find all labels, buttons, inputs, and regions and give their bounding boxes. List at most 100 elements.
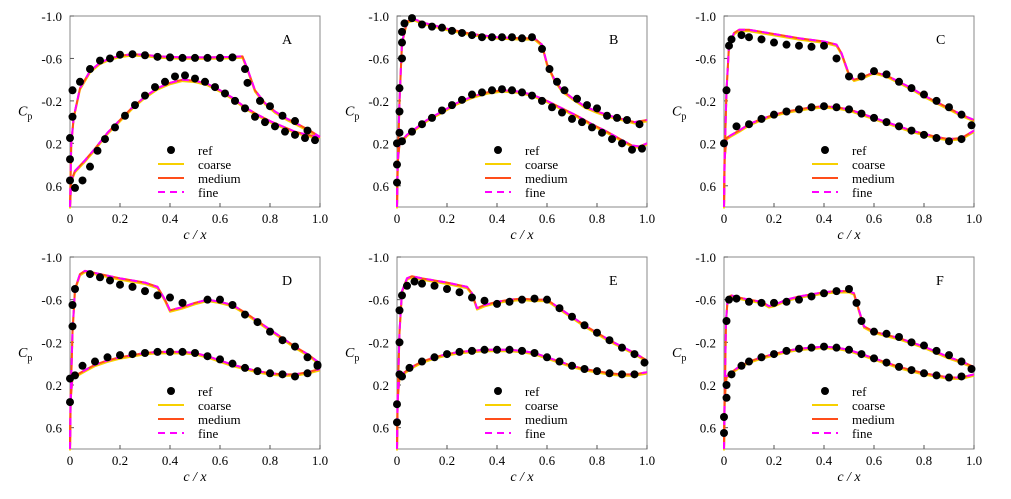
y-axis-label-sub: p: [27, 353, 32, 364]
ref-point: [605, 336, 614, 345]
x-tick-label: 0.4: [489, 211, 506, 226]
ref-point: [895, 77, 903, 86]
ref-point: [832, 287, 841, 296]
ref-point: [593, 104, 601, 113]
ref-point: [141, 287, 149, 296]
ref-point: [393, 178, 401, 187]
ref-point: [882, 70, 891, 79]
ref-point: [480, 296, 489, 305]
coarse-lower-line: [396, 350, 648, 451]
y-tick-label: -0.6: [368, 51, 389, 66]
ref-point: [727, 35, 736, 44]
ref-point: [313, 361, 322, 370]
panel-a: 0 0.2 0.4 0.6 0.8 1.0 -1.0 -0.6 -0.2 0.2 0.6 c / x C…: [18, 9, 328, 243]
ref-point: [398, 27, 406, 36]
ref-point: [957, 110, 966, 119]
ref-point: [116, 280, 124, 289]
x-tick-label: 0.4: [816, 453, 833, 468]
ref-point: [141, 91, 149, 100]
legend-medium-label: medium: [198, 171, 241, 186]
ref-point: [116, 351, 124, 360]
ref-point: [398, 54, 406, 63]
ref-point: [530, 294, 539, 303]
x-tick-label: 1.0: [966, 211, 982, 226]
ref-point: [458, 28, 466, 37]
ref-point: [418, 20, 426, 29]
y-tick-label: -0.2: [41, 94, 62, 109]
ref-point: [555, 357, 564, 366]
ref-point: [191, 349, 199, 357]
panel-c: 0 0.2 0.4 0.6 0.8 1.0 -1.0 -0.6 -0.2 0.2 0.6 c / x C…: [672, 9, 982, 243]
ref-point: [920, 130, 928, 139]
ref-point: [635, 120, 644, 129]
ref-point: [613, 113, 621, 122]
ref-point: [518, 34, 526, 43]
ref-point: [907, 338, 916, 347]
ref-point: [945, 373, 953, 382]
fine-lower-line: [69, 350, 321, 450]
ref-point: [770, 350, 778, 359]
ref-point: [166, 293, 174, 302]
ref-point: [498, 85, 506, 94]
ref-point: [128, 350, 137, 359]
ref-point: [393, 400, 401, 409]
ref-point: [628, 145, 636, 154]
ref-point: [278, 336, 287, 345]
medium-lower-line: [69, 78, 321, 208]
x-tick-label: 0.2: [439, 211, 455, 226]
ref-point: [845, 105, 853, 114]
ref-point: [103, 353, 112, 362]
ref-point: [543, 353, 551, 362]
y-axis-label-sub: p: [27, 111, 32, 122]
ref-point: [66, 155, 74, 164]
y-axis-label: Cp: [345, 346, 359, 364]
x-tick-label: 0.4: [489, 453, 506, 468]
y-tick-label: -0.2: [368, 94, 389, 109]
ref-point: [528, 33, 536, 42]
ref-point: [558, 108, 566, 117]
ref-point: [832, 103, 841, 112]
ref-point: [66, 134, 74, 143]
ref-point: [278, 370, 287, 379]
ref-point: [832, 343, 841, 352]
ref-point: [228, 301, 237, 309]
ref-point: [782, 297, 791, 306]
ref-point: [945, 137, 953, 146]
ref-point: [820, 102, 828, 111]
ref-point: [455, 347, 464, 356]
medium-lower-line: [396, 348, 648, 450]
x-tick-label: 0: [67, 211, 74, 226]
ref-point: [478, 88, 486, 97]
ref-point: [418, 357, 426, 366]
ref-point: [745, 297, 753, 306]
x-tick-label: 0.6: [539, 211, 556, 226]
legend-coarse-label: coarse: [525, 157, 558, 172]
x-tick-label: 0.6: [866, 211, 883, 226]
y-tick-label: -1.0: [41, 9, 62, 24]
ref-point: [932, 96, 941, 105]
ref-point: [166, 347, 174, 356]
ref-point: [458, 95, 466, 104]
ref-point: [630, 370, 639, 379]
panel-label: D: [282, 274, 292, 289]
y-axis-label-sub: p: [681, 353, 686, 364]
ref-point: [568, 361, 576, 370]
ref-point: [603, 111, 611, 120]
ref-point: [745, 120, 753, 129]
y-axis-label-sub: p: [681, 111, 686, 122]
ref-point: [241, 363, 249, 372]
fine-lower-line: [69, 78, 321, 208]
ref-point: [291, 117, 299, 126]
ref-point: [438, 106, 446, 115]
ref-point: [430, 281, 439, 290]
ref-point: [418, 279, 426, 288]
ref-point: [68, 301, 77, 309]
x-tick-label: 0.2: [766, 453, 782, 468]
ref-point: [807, 292, 816, 301]
ref-point: [66, 398, 74, 407]
ref-point: [243, 78, 252, 87]
ref-point: [737, 361, 746, 370]
medium-lower-line: [723, 345, 975, 450]
ref-point: [857, 72, 866, 81]
